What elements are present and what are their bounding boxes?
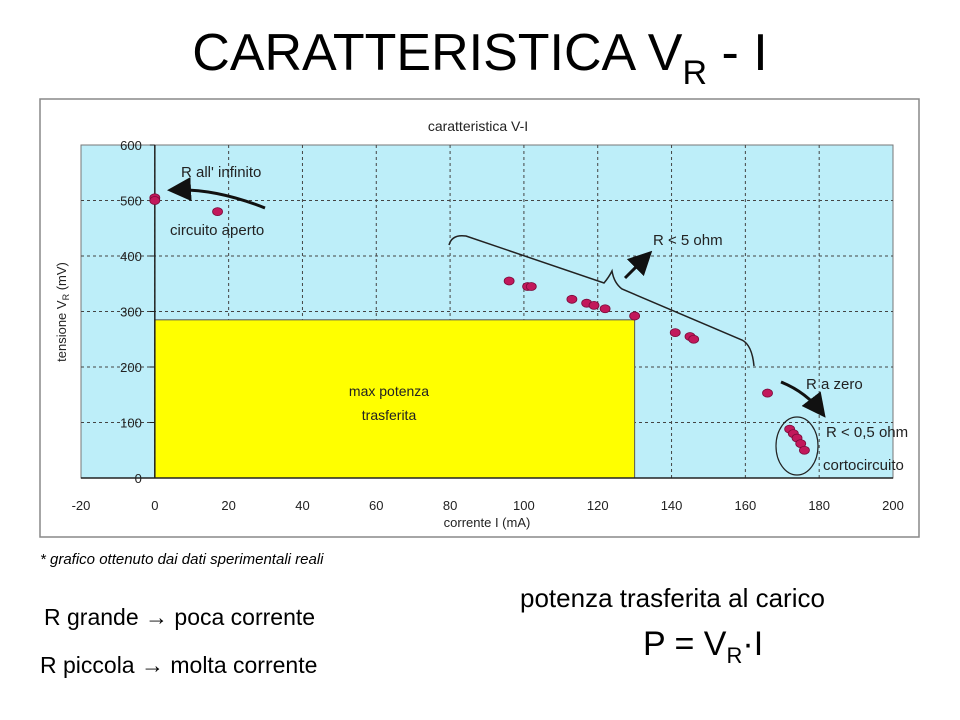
y-tick-label: 100 bbox=[120, 416, 142, 431]
x-tick-label: 180 bbox=[808, 498, 830, 513]
annotation-r-zero: R a zero bbox=[806, 376, 863, 393]
short-circuit-ellipse bbox=[775, 416, 819, 476]
formula-tail: ·I bbox=[742, 625, 764, 663]
arrow-r-less-5 bbox=[623, 250, 653, 280]
annotation-r-infinite: R all' infinito bbox=[181, 164, 261, 181]
data-point bbox=[688, 334, 700, 344]
data-point bbox=[503, 276, 515, 286]
data-point bbox=[149, 196, 161, 205]
max-power-label-line1: max potenza bbox=[349, 383, 429, 399]
x-tick-label: 160 bbox=[735, 498, 757, 513]
x-tick-label: 60 bbox=[369, 498, 383, 513]
slide-title: CARATTERISTICA VR - I bbox=[0, 22, 960, 104]
bottom-line-2: R piccola → molta corrente bbox=[40, 652, 318, 678]
slide-title-tail: - I bbox=[707, 24, 768, 82]
arrow-r-infinite bbox=[167, 177, 266, 210]
x-tick-label: 0 bbox=[151, 498, 158, 513]
x-tick-label: 140 bbox=[661, 498, 683, 513]
annotation-r-less-05: R < 0,5 ohm bbox=[826, 424, 908, 441]
x-tick-label: 100 bbox=[513, 498, 535, 513]
formula-main: P = V bbox=[643, 625, 727, 663]
data-point bbox=[799, 445, 810, 455]
annotation-open-circuit: circuito aperto bbox=[170, 222, 264, 239]
axes: -200204060801001201401601802000100200300… bbox=[72, 138, 904, 513]
formula-subscript: R bbox=[726, 643, 743, 668]
slide-title-subscript: R bbox=[682, 54, 708, 92]
y-tick-label: 600 bbox=[120, 138, 142, 153]
bottom-line-1: R grande → poca corrente bbox=[44, 604, 316, 630]
x-tick-label: 80 bbox=[443, 498, 457, 513]
y-tick-label: 500 bbox=[120, 194, 142, 209]
max-power-region bbox=[154, 319, 636, 479]
x-tick-label: 40 bbox=[295, 498, 309, 513]
x-axis-label: corrente I (mA) bbox=[444, 515, 531, 530]
y-tick-label: 300 bbox=[120, 305, 142, 320]
power-title: potenza trasferita al carico bbox=[520, 583, 825, 613]
data-point bbox=[762, 388, 773, 398]
brace-r-less-5 bbox=[448, 234, 755, 367]
y-axis-label-main: tensione V bbox=[54, 300, 69, 362]
data-point bbox=[669, 328, 681, 337]
x-tick-label: 200 bbox=[882, 498, 904, 513]
max-power-label-line2: trasferita bbox=[362, 407, 417, 423]
x-tick-label: 20 bbox=[221, 498, 235, 513]
y-axis-label: tensione VR (mV) bbox=[54, 262, 71, 362]
slide-title-main: CARATTERISTICA V bbox=[192, 24, 683, 82]
y-axis-label-tail: (mV) bbox=[54, 262, 69, 294]
x-tick-label: -20 bbox=[72, 498, 91, 513]
y-tick-label: 200 bbox=[120, 360, 142, 375]
data-point bbox=[212, 207, 223, 217]
data-point bbox=[629, 311, 641, 321]
data-point bbox=[599, 304, 611, 314]
data-point bbox=[525, 282, 537, 291]
chart-title: caratteristica V-I bbox=[428, 118, 528, 134]
annotation-r-less-5: R < 5 ohm bbox=[653, 232, 723, 249]
power-formula: P = VR·I bbox=[643, 625, 763, 669]
y-axis-label-sub: R bbox=[61, 293, 71, 300]
footnote: * grafico ottenuto dai dati sperimentali… bbox=[40, 551, 324, 568]
data-point bbox=[588, 300, 600, 310]
data-point bbox=[566, 294, 578, 304]
data-points bbox=[149, 193, 810, 455]
arrow-r-zero bbox=[780, 380, 826, 418]
x-tick-label: 120 bbox=[587, 498, 609, 513]
annotation-short-circuit: cortocircuito bbox=[823, 457, 904, 474]
y-tick-label: 400 bbox=[120, 249, 142, 264]
